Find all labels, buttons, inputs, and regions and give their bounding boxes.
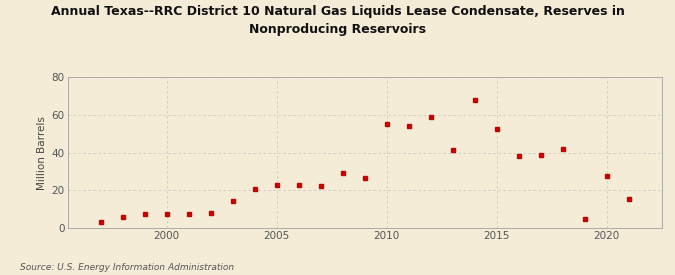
Text: Annual Texas--RRC District 10 Natural Gas Liquids Lease Condensate, Reserves in
: Annual Texas--RRC District 10 Natural Ga… xyxy=(51,6,624,35)
Y-axis label: Million Barrels: Million Barrels xyxy=(37,116,47,189)
Text: Source: U.S. Energy Information Administration: Source: U.S. Energy Information Administ… xyxy=(20,263,234,272)
